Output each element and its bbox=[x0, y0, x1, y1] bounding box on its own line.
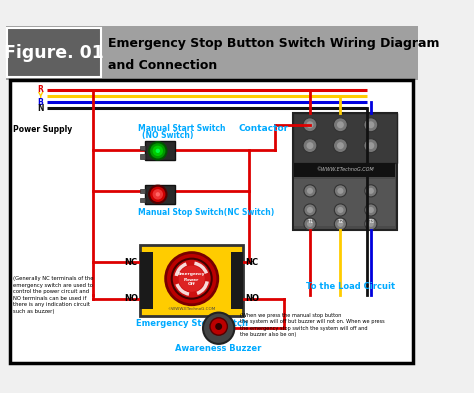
Circle shape bbox=[153, 189, 163, 200]
Circle shape bbox=[307, 221, 313, 227]
Circle shape bbox=[364, 118, 378, 132]
Circle shape bbox=[155, 192, 160, 196]
Circle shape bbox=[303, 118, 317, 132]
Text: Power Supply: Power Supply bbox=[13, 125, 72, 134]
Text: Off: Off bbox=[188, 282, 196, 286]
Circle shape bbox=[333, 118, 347, 132]
Circle shape bbox=[307, 121, 313, 128]
Circle shape bbox=[368, 207, 374, 213]
Bar bbox=[6, 26, 418, 79]
Bar bbox=[145, 185, 175, 204]
Circle shape bbox=[367, 142, 374, 149]
Bar bbox=[140, 252, 153, 309]
Text: NC: NC bbox=[125, 258, 138, 267]
Circle shape bbox=[364, 139, 378, 152]
Circle shape bbox=[334, 204, 346, 216]
Text: ©WWW.ETechnoG.COM: ©WWW.ETechnoG.COM bbox=[316, 167, 374, 172]
Text: T3: T3 bbox=[368, 219, 374, 224]
Text: N: N bbox=[37, 104, 44, 113]
Text: NC: NC bbox=[246, 258, 259, 267]
Text: (NO Switch): (NO Switch) bbox=[142, 131, 193, 140]
Wedge shape bbox=[197, 281, 209, 295]
Circle shape bbox=[307, 207, 313, 213]
Text: and Connection: and Connection bbox=[108, 59, 218, 72]
Text: Awareness Buzzer: Awareness Buzzer bbox=[175, 344, 262, 353]
Circle shape bbox=[307, 188, 313, 194]
Circle shape bbox=[365, 218, 377, 230]
Circle shape bbox=[303, 139, 317, 152]
Bar bbox=[294, 163, 395, 177]
Bar bbox=[292, 112, 397, 163]
Bar bbox=[231, 252, 243, 309]
Text: (Generally NC terminals of the
emergency switch are used to
control the power ci: (Generally NC terminals of the emergency… bbox=[13, 276, 93, 314]
Circle shape bbox=[333, 139, 347, 152]
Bar bbox=[139, 146, 145, 150]
Circle shape bbox=[365, 185, 377, 197]
Text: B: B bbox=[37, 97, 43, 107]
Circle shape bbox=[203, 312, 234, 344]
Circle shape bbox=[172, 259, 212, 299]
Circle shape bbox=[367, 121, 374, 128]
Wedge shape bbox=[175, 283, 189, 296]
Text: Emergency Stop Switch: Emergency Stop Switch bbox=[136, 319, 248, 328]
Text: NO: NO bbox=[124, 294, 138, 303]
Bar bbox=[10, 81, 413, 363]
Circle shape bbox=[365, 204, 377, 216]
Bar bbox=[294, 179, 395, 226]
Circle shape bbox=[153, 146, 163, 156]
Text: T2: T2 bbox=[337, 219, 344, 224]
Circle shape bbox=[337, 121, 344, 128]
Circle shape bbox=[334, 185, 346, 197]
Circle shape bbox=[304, 218, 316, 230]
Circle shape bbox=[155, 149, 160, 153]
Circle shape bbox=[337, 188, 344, 194]
Circle shape bbox=[368, 188, 374, 194]
Circle shape bbox=[334, 218, 346, 230]
Circle shape bbox=[210, 318, 228, 335]
Text: R: R bbox=[37, 86, 43, 94]
Text: Manual Stop Switch(NC Switch): Manual Stop Switch(NC Switch) bbox=[138, 208, 274, 217]
Text: (When we press the manual stop button
the system will off but buzzer will not on: (When we press the manual stop button th… bbox=[240, 312, 385, 337]
Bar bbox=[10, 81, 413, 363]
Circle shape bbox=[215, 323, 222, 330]
Bar bbox=[292, 112, 397, 230]
Circle shape bbox=[149, 185, 166, 203]
Bar bbox=[145, 141, 175, 160]
Text: NO: NO bbox=[246, 294, 260, 303]
Text: Emergency Stop Button Switch Wiring Diagram: Emergency Stop Button Switch Wiring Diag… bbox=[108, 37, 440, 50]
Wedge shape bbox=[174, 263, 187, 276]
Circle shape bbox=[304, 185, 316, 197]
Bar bbox=[8, 28, 101, 77]
Circle shape bbox=[149, 142, 166, 160]
Circle shape bbox=[304, 204, 316, 216]
Bar bbox=[139, 154, 145, 159]
Circle shape bbox=[165, 253, 218, 305]
Text: Power: Power bbox=[184, 277, 200, 281]
Text: Figure. 01: Figure. 01 bbox=[4, 44, 104, 62]
Text: Manual Start Switch: Manual Start Switch bbox=[138, 124, 225, 133]
Wedge shape bbox=[194, 262, 208, 274]
Circle shape bbox=[337, 142, 344, 149]
Bar bbox=[140, 245, 243, 316]
Bar bbox=[139, 198, 145, 202]
Text: ©WWW.ETechnoG.COM: ©WWW.ETechnoG.COM bbox=[168, 307, 216, 311]
Circle shape bbox=[307, 142, 313, 149]
Circle shape bbox=[368, 221, 374, 227]
Text: To the Load Circuit: To the Load Circuit bbox=[306, 282, 395, 291]
Circle shape bbox=[337, 221, 344, 227]
Text: Y: Y bbox=[37, 92, 42, 101]
Text: Contactor: Contactor bbox=[238, 124, 288, 133]
Text: Emergency: Emergency bbox=[178, 272, 205, 276]
Bar bbox=[139, 189, 145, 193]
Text: T1: T1 bbox=[307, 219, 313, 224]
Circle shape bbox=[337, 207, 344, 213]
Circle shape bbox=[179, 266, 205, 292]
